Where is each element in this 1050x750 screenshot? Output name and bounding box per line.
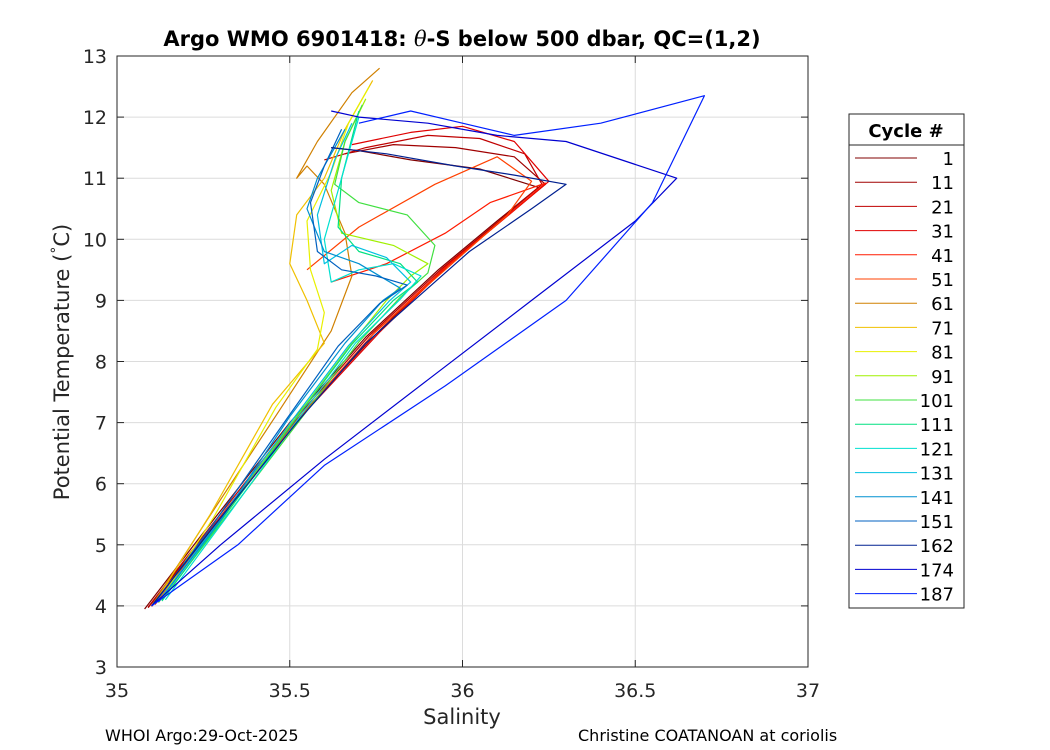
- legend-label-cycle-61: 61: [931, 294, 954, 315]
- series-line-cycle-71: [154, 80, 374, 604]
- series-line-cycle-111: [161, 110, 419, 602]
- x-tick-label: 36: [450, 680, 474, 702]
- legend-label-cycle-1: 1: [943, 149, 954, 170]
- x-tick-label: 35.5: [269, 680, 311, 702]
- legend-label-cycle-162: 162: [920, 536, 954, 557]
- y-tick-label: 13: [83, 46, 107, 68]
- y-tick-label: 3: [95, 657, 107, 679]
- series-line-cycle-151: [154, 129, 408, 604]
- y-axis-label-prefix: Potential Temperature (: [50, 254, 74, 501]
- degree-symbol: °: [49, 247, 65, 254]
- y-tick-label: 9: [95, 290, 107, 312]
- y-tick-label: 4: [95, 596, 107, 618]
- legend-label-cycle-121: 121: [920, 439, 954, 460]
- y-tick-labels: 3 4 5 6 7 8 9 10 11 12 13: [83, 46, 107, 679]
- legend-label-cycle-71: 71: [931, 318, 954, 339]
- x-tick-label: 37: [796, 680, 820, 702]
- x-tick-label: 36.5: [614, 680, 656, 702]
- y-tick-label: 12: [83, 107, 107, 129]
- footer-right-credit: Christine COATANOAN at coriolis: [578, 726, 838, 745]
- grid-lines: [117, 56, 808, 667]
- series-line-cycle-131: [158, 122, 412, 602]
- x-tick-labels: 35 35.5 36 36.5 37: [105, 680, 820, 702]
- legend-label-cycle-141: 141: [920, 488, 954, 509]
- y-axis-label: Potential Temperature (°C): [49, 224, 74, 500]
- legend-label-cycle-101: 101: [920, 391, 954, 412]
- legend-label-cycle-187: 187: [920, 585, 954, 606]
- legend: Cycle # 11121314151617181911011111211311…: [848, 113, 965, 609]
- x-tick-label: 35: [105, 680, 129, 702]
- legend-label-cycle-91: 91: [931, 367, 954, 388]
- series-line-cycle-187: [151, 95, 706, 607]
- theta-symbol: θ: [414, 27, 427, 51]
- series-line-cycle-61: [151, 67, 380, 607]
- chart-title-suffix: -S below 500 dbar, QC=(1,2): [427, 27, 761, 51]
- legend-label-cycle-21: 21: [931, 197, 954, 218]
- series-line-cycle-21: [147, 134, 543, 608]
- y-tick-label: 5: [95, 535, 107, 557]
- legend-label-cycle-151: 151: [920, 512, 954, 533]
- y-tick-label: 6: [95, 474, 107, 496]
- legend-label-cycle-51: 51: [931, 270, 954, 291]
- series-line-cycle-174: [151, 110, 678, 607]
- footer-left-credit: WHOI Argo:29-Oct-2025: [105, 726, 299, 745]
- legend-label-cycle-41: 41: [931, 246, 954, 267]
- legend-box: [848, 113, 965, 609]
- chart-title: Argo WMO 6901418: θ-S below 500 dbar, QC…: [163, 27, 760, 51]
- x-axis-label: Salinity: [423, 705, 501, 729]
- series-line-cycle-91: [158, 98, 429, 602]
- series-line-cycle-162: [151, 147, 567, 607]
- series-line-cycle-141: [158, 129, 401, 603]
- y-axis-label-suffix: C): [50, 224, 74, 247]
- series-line-cycle-101: [161, 104, 436, 601]
- legend-label-cycle-31: 31: [931, 222, 954, 243]
- legend-title: Cycle #: [868, 121, 943, 142]
- y-tick-label: 8: [95, 352, 107, 374]
- legend-label-cycle-111: 111: [920, 415, 954, 436]
- legend-label-cycle-174: 174: [920, 560, 954, 581]
- series-lines: [144, 67, 706, 610]
- chart-title-prefix: Argo WMO 6901418:: [163, 27, 414, 51]
- legend-label-cycle-131: 131: [920, 464, 954, 485]
- legend-label-cycle-81: 81: [931, 343, 954, 364]
- legend-label-cycle-11: 11: [931, 173, 954, 194]
- legend-items: 1112131415161718191101111121131141151162…: [855, 149, 954, 606]
- y-tick-label: 7: [95, 413, 107, 435]
- y-tick-label: 10: [83, 229, 107, 251]
- plot-frame: [116, 55, 809, 668]
- y-tick-label: 11: [83, 168, 107, 190]
